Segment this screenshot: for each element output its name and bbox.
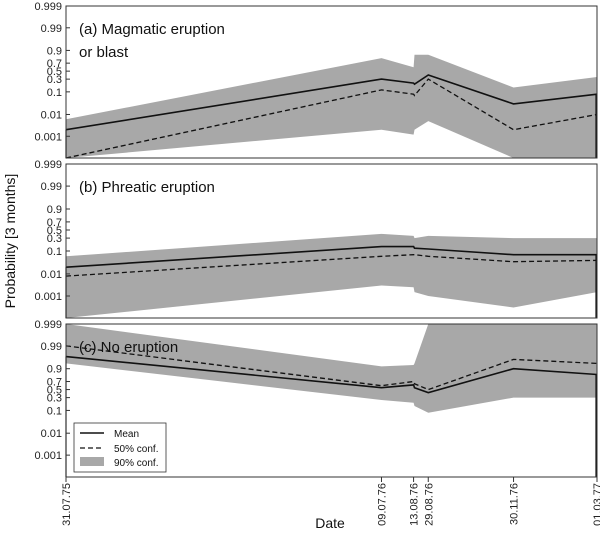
confidence-band-90 xyxy=(66,54,597,158)
y-tick-label: 0.7 xyxy=(47,217,62,229)
panel-label: (c) No eruption xyxy=(79,339,178,356)
legend-swatch-90-conf xyxy=(80,457,104,466)
y-tick-label: 0.5 xyxy=(47,385,62,397)
x-tick-label: 30.11.76 xyxy=(509,483,521,525)
panel-frame xyxy=(65,163,598,319)
y-tick-label: 0.001 xyxy=(34,291,62,303)
y-tick-label: 0.5 xyxy=(47,225,62,237)
series-line-mean xyxy=(65,355,598,394)
series-line-50-conf xyxy=(65,345,598,391)
y-tick-label: 0.1 xyxy=(47,87,62,99)
y-tick-label: 0.001 xyxy=(34,131,62,143)
panel-b: 0.999 0.99 0.90.70.50.30.1 0.01 0.001 (b) Phr… xyxy=(34,159,598,319)
y-tick-label: 0.9 xyxy=(47,45,62,57)
panel-c: 0.999 0.99 0.90.70.50.30.1 0.01 0.001 (c) No … xyxy=(34,319,598,478)
y-tick-label: 0.001 xyxy=(34,450,62,462)
x-tick-label: 31.07.75 xyxy=(61,483,73,526)
y-tick-label: 0.1 xyxy=(47,405,62,417)
y-tick-label: 0.01 xyxy=(41,428,62,440)
y-tick-label: 0.999 xyxy=(34,1,62,13)
x-axis-title: Date xyxy=(315,515,345,531)
y-tick-label: 0.99 xyxy=(41,181,62,193)
y-tick-label: 0.7 xyxy=(47,58,62,70)
y-tick-label: 0.9 xyxy=(47,204,62,216)
y-axis-title: Probability [3 months] xyxy=(2,174,18,309)
panel-frame xyxy=(65,323,598,478)
confidence-band-90 xyxy=(66,324,597,413)
y-tick-label: 0.3 xyxy=(47,74,62,86)
legend-label-50-conf: 50% conf. xyxy=(114,444,158,455)
y-tick-label: 0.9 xyxy=(47,364,62,376)
series-line-mean xyxy=(65,245,597,268)
panel-label-line2: or blast xyxy=(79,44,129,61)
legend-label-mean: Mean xyxy=(114,429,139,440)
confidence-band-90 xyxy=(66,233,597,318)
x-tick-label: 01.03.77 xyxy=(592,483,600,526)
y-tick-label: 0.999 xyxy=(34,159,62,171)
x-tick-label: 09.07.76 xyxy=(377,483,389,526)
series-line-50-conf xyxy=(65,78,598,159)
series-line-mean xyxy=(65,74,598,131)
panel-label: (a) Magmatic eruption xyxy=(79,21,225,38)
panel-frame xyxy=(65,5,598,159)
y-tick-label: 0.1 xyxy=(47,246,62,258)
y-tick-label: 0.999 xyxy=(34,319,62,331)
x-tick-label: 29.08.76 xyxy=(423,483,435,526)
y-tick-label: 0.3 xyxy=(47,233,62,245)
legend: Mean 50% conf. 90% conf. xyxy=(73,422,167,473)
y-tick-label: 0.5 xyxy=(47,66,62,78)
y-tick-label: 0.99 xyxy=(41,341,62,353)
y-tick-label: 0.01 xyxy=(41,109,62,121)
legend-label-90-conf: 90% conf. xyxy=(114,458,158,469)
x-tick-label: 13.08.76 xyxy=(409,483,421,526)
y-tick-label: 0.3 xyxy=(47,393,62,405)
series-line-50-conf xyxy=(65,254,598,277)
y-tick-label: 0.01 xyxy=(41,269,62,281)
y-tick-label: 0.99 xyxy=(41,23,62,35)
y-tick-label: 0.7 xyxy=(47,377,62,389)
panel-label: (b) Phreatic eruption xyxy=(79,179,215,196)
panel-a: 0.999 0.99 0.90.70.50.30.1 0.01 0.001 (a) Mag… xyxy=(34,1,598,159)
